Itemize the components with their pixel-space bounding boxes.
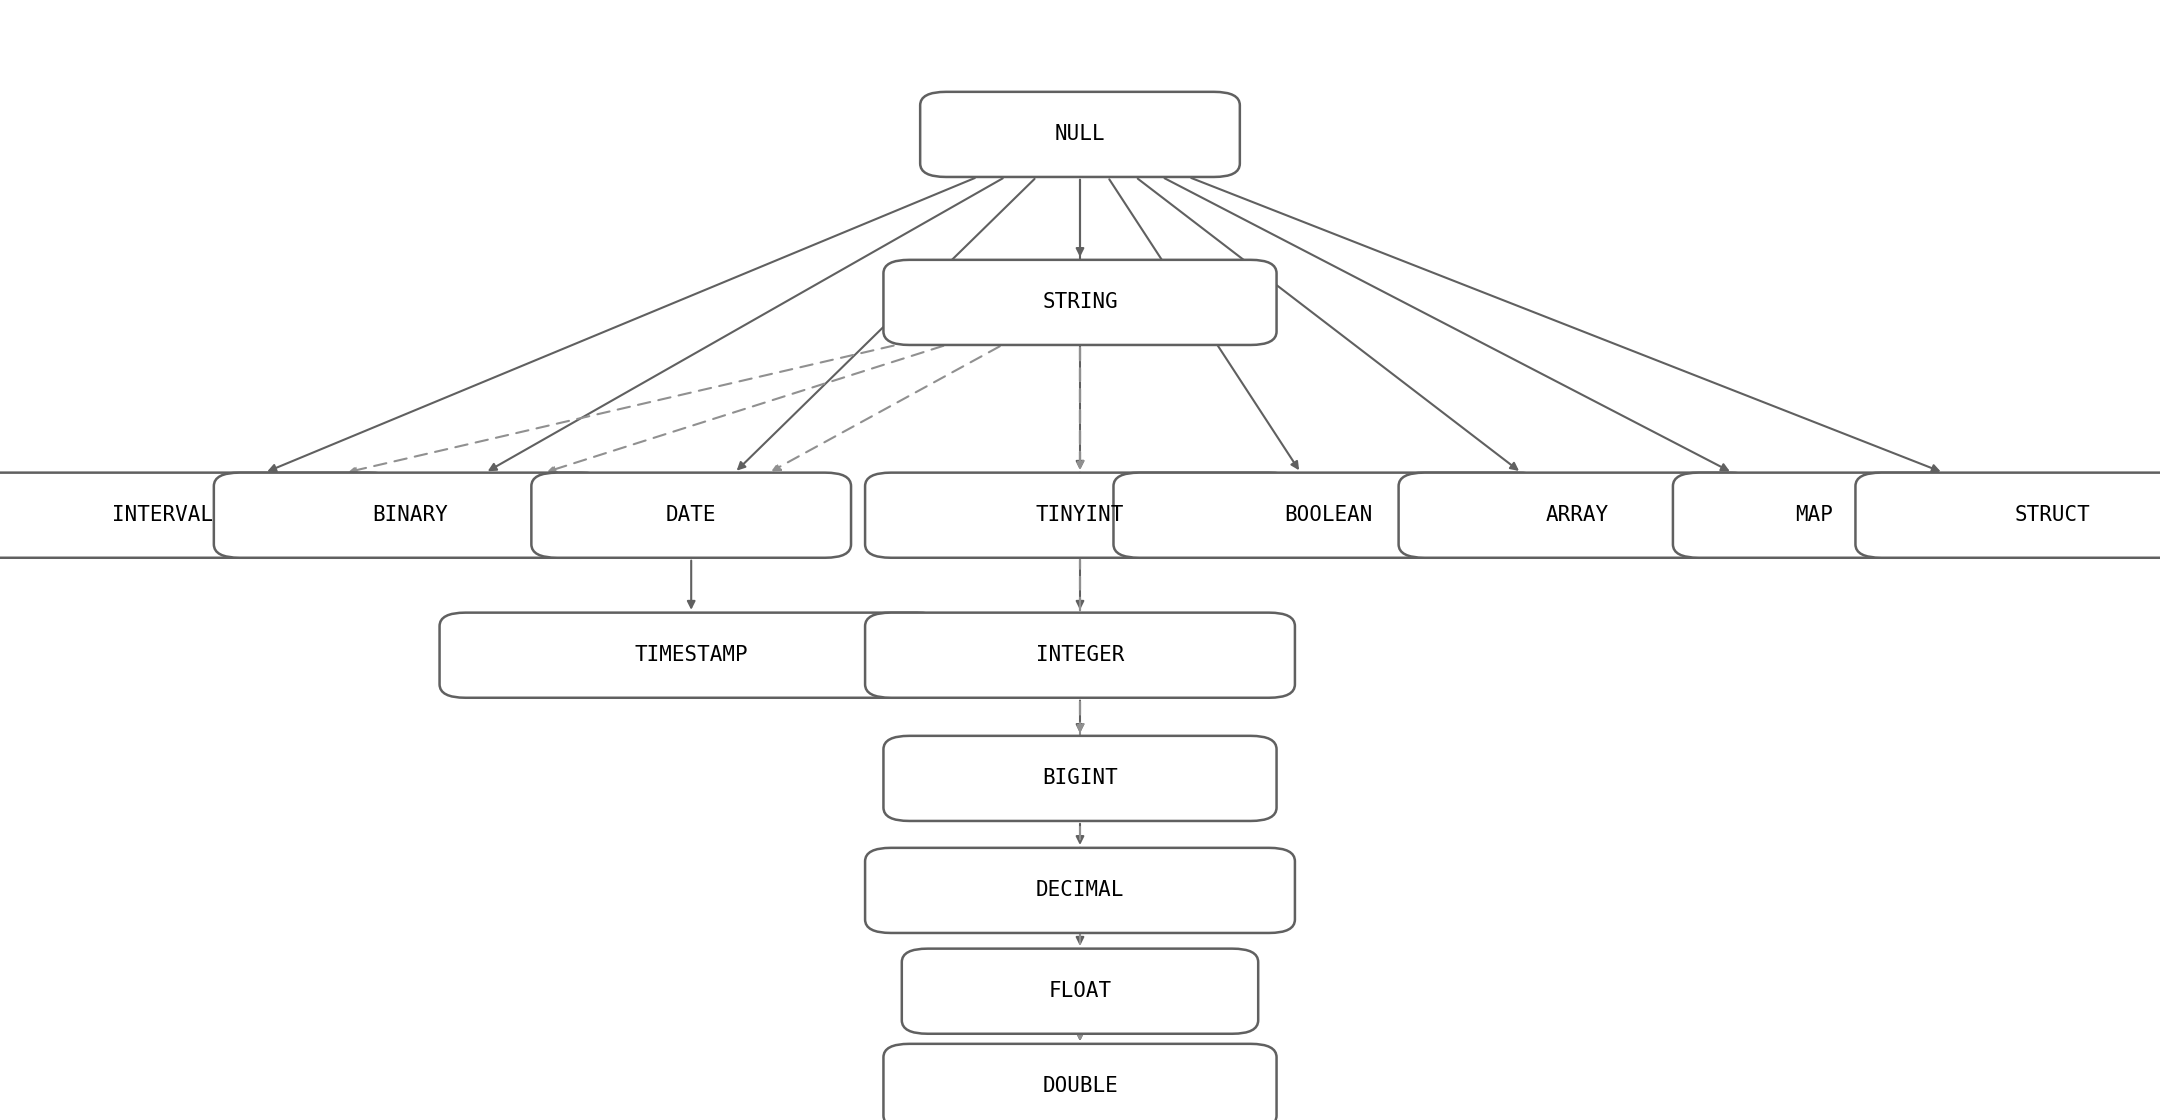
FancyBboxPatch shape: [441, 613, 944, 698]
FancyBboxPatch shape: [883, 736, 1277, 821]
Text: DOUBLE: DOUBLE: [1041, 1076, 1119, 1096]
FancyBboxPatch shape: [1400, 473, 1754, 558]
FancyBboxPatch shape: [883, 260, 1277, 345]
Text: MAP: MAP: [1795, 505, 1834, 525]
Text: INTERVAL: INTERVAL: [112, 505, 212, 525]
Text: STRING: STRING: [1041, 292, 1119, 312]
Text: FLOAT: FLOAT: [1048, 981, 1112, 1001]
Text: BINARY: BINARY: [372, 505, 449, 525]
Text: TINYINT: TINYINT: [1037, 505, 1123, 525]
Text: NULL: NULL: [1054, 124, 1106, 144]
Text: BOOLEAN: BOOLEAN: [1285, 505, 1372, 525]
FancyBboxPatch shape: [864, 613, 1294, 698]
FancyBboxPatch shape: [864, 848, 1294, 933]
Text: DATE: DATE: [665, 505, 717, 525]
Text: TIMESTAMP: TIMESTAMP: [635, 645, 747, 665]
FancyBboxPatch shape: [903, 949, 1257, 1034]
FancyBboxPatch shape: [1855, 473, 2160, 558]
FancyBboxPatch shape: [920, 92, 1240, 177]
Text: STRUCT: STRUCT: [2013, 505, 2091, 525]
FancyBboxPatch shape: [0, 473, 395, 558]
FancyBboxPatch shape: [1115, 473, 1542, 558]
FancyBboxPatch shape: [214, 473, 607, 558]
Text: DECIMAL: DECIMAL: [1037, 880, 1123, 900]
FancyBboxPatch shape: [883, 1044, 1277, 1120]
FancyBboxPatch shape: [864, 473, 1294, 558]
Text: BIGINT: BIGINT: [1041, 768, 1119, 788]
Text: ARRAY: ARRAY: [1544, 505, 1609, 525]
FancyBboxPatch shape: [531, 473, 851, 558]
FancyBboxPatch shape: [1672, 473, 1957, 558]
Text: INTEGER: INTEGER: [1037, 645, 1123, 665]
